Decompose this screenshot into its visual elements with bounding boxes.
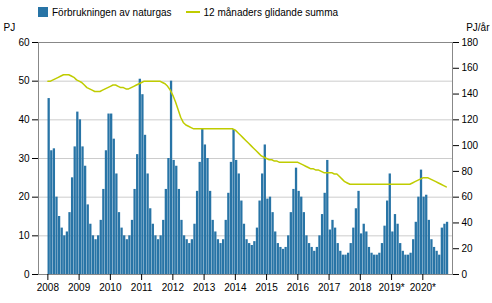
svg-text:2020*: 2020* bbox=[410, 282, 436, 293]
svg-text:30: 30 bbox=[18, 153, 30, 164]
svg-text:2009: 2009 bbox=[68, 282, 91, 293]
svg-text:2012: 2012 bbox=[162, 282, 185, 293]
svg-text:2019*: 2019* bbox=[379, 282, 405, 293]
svg-text:2010: 2010 bbox=[99, 282, 122, 293]
svg-text:140: 140 bbox=[462, 88, 479, 99]
svg-text:2016: 2016 bbox=[287, 282, 310, 293]
svg-text:180: 180 bbox=[462, 37, 479, 48]
svg-text:2013: 2013 bbox=[193, 282, 216, 293]
svg-text:2015: 2015 bbox=[255, 282, 278, 293]
svg-text:60: 60 bbox=[18, 37, 30, 48]
svg-text:100: 100 bbox=[462, 140, 479, 151]
svg-text:2017: 2017 bbox=[318, 282, 341, 293]
svg-text:10: 10 bbox=[18, 230, 30, 241]
svg-text:20: 20 bbox=[462, 243, 474, 254]
svg-text:40: 40 bbox=[18, 114, 30, 125]
svg-text:0: 0 bbox=[462, 269, 468, 280]
svg-text:PJ/år: PJ/år bbox=[466, 22, 490, 33]
html-text:12 månaders glidande summa: 12 månaders glidande summa bbox=[203, 6, 339, 18]
svg-text:PJ: PJ bbox=[4, 22, 16, 33]
svg-text:50: 50 bbox=[18, 75, 30, 86]
svg-text:60: 60 bbox=[462, 191, 474, 202]
svg-text:2008: 2008 bbox=[37, 282, 60, 293]
svg-text:2014: 2014 bbox=[224, 282, 247, 293]
svg-text:40: 40 bbox=[462, 217, 474, 228]
html-text:Förbrukningen av naturgas: Förbrukningen av naturgas bbox=[52, 6, 172, 18]
svg-text:2011: 2011 bbox=[131, 282, 153, 293]
svg-text:20: 20 bbox=[18, 191, 30, 202]
svg-text:160: 160 bbox=[462, 62, 479, 73]
svg-text:0: 0 bbox=[24, 269, 30, 280]
svg-text:80: 80 bbox=[462, 166, 474, 177]
svg-text:2018: 2018 bbox=[349, 282, 372, 293]
svg-text:120: 120 bbox=[462, 114, 479, 125]
